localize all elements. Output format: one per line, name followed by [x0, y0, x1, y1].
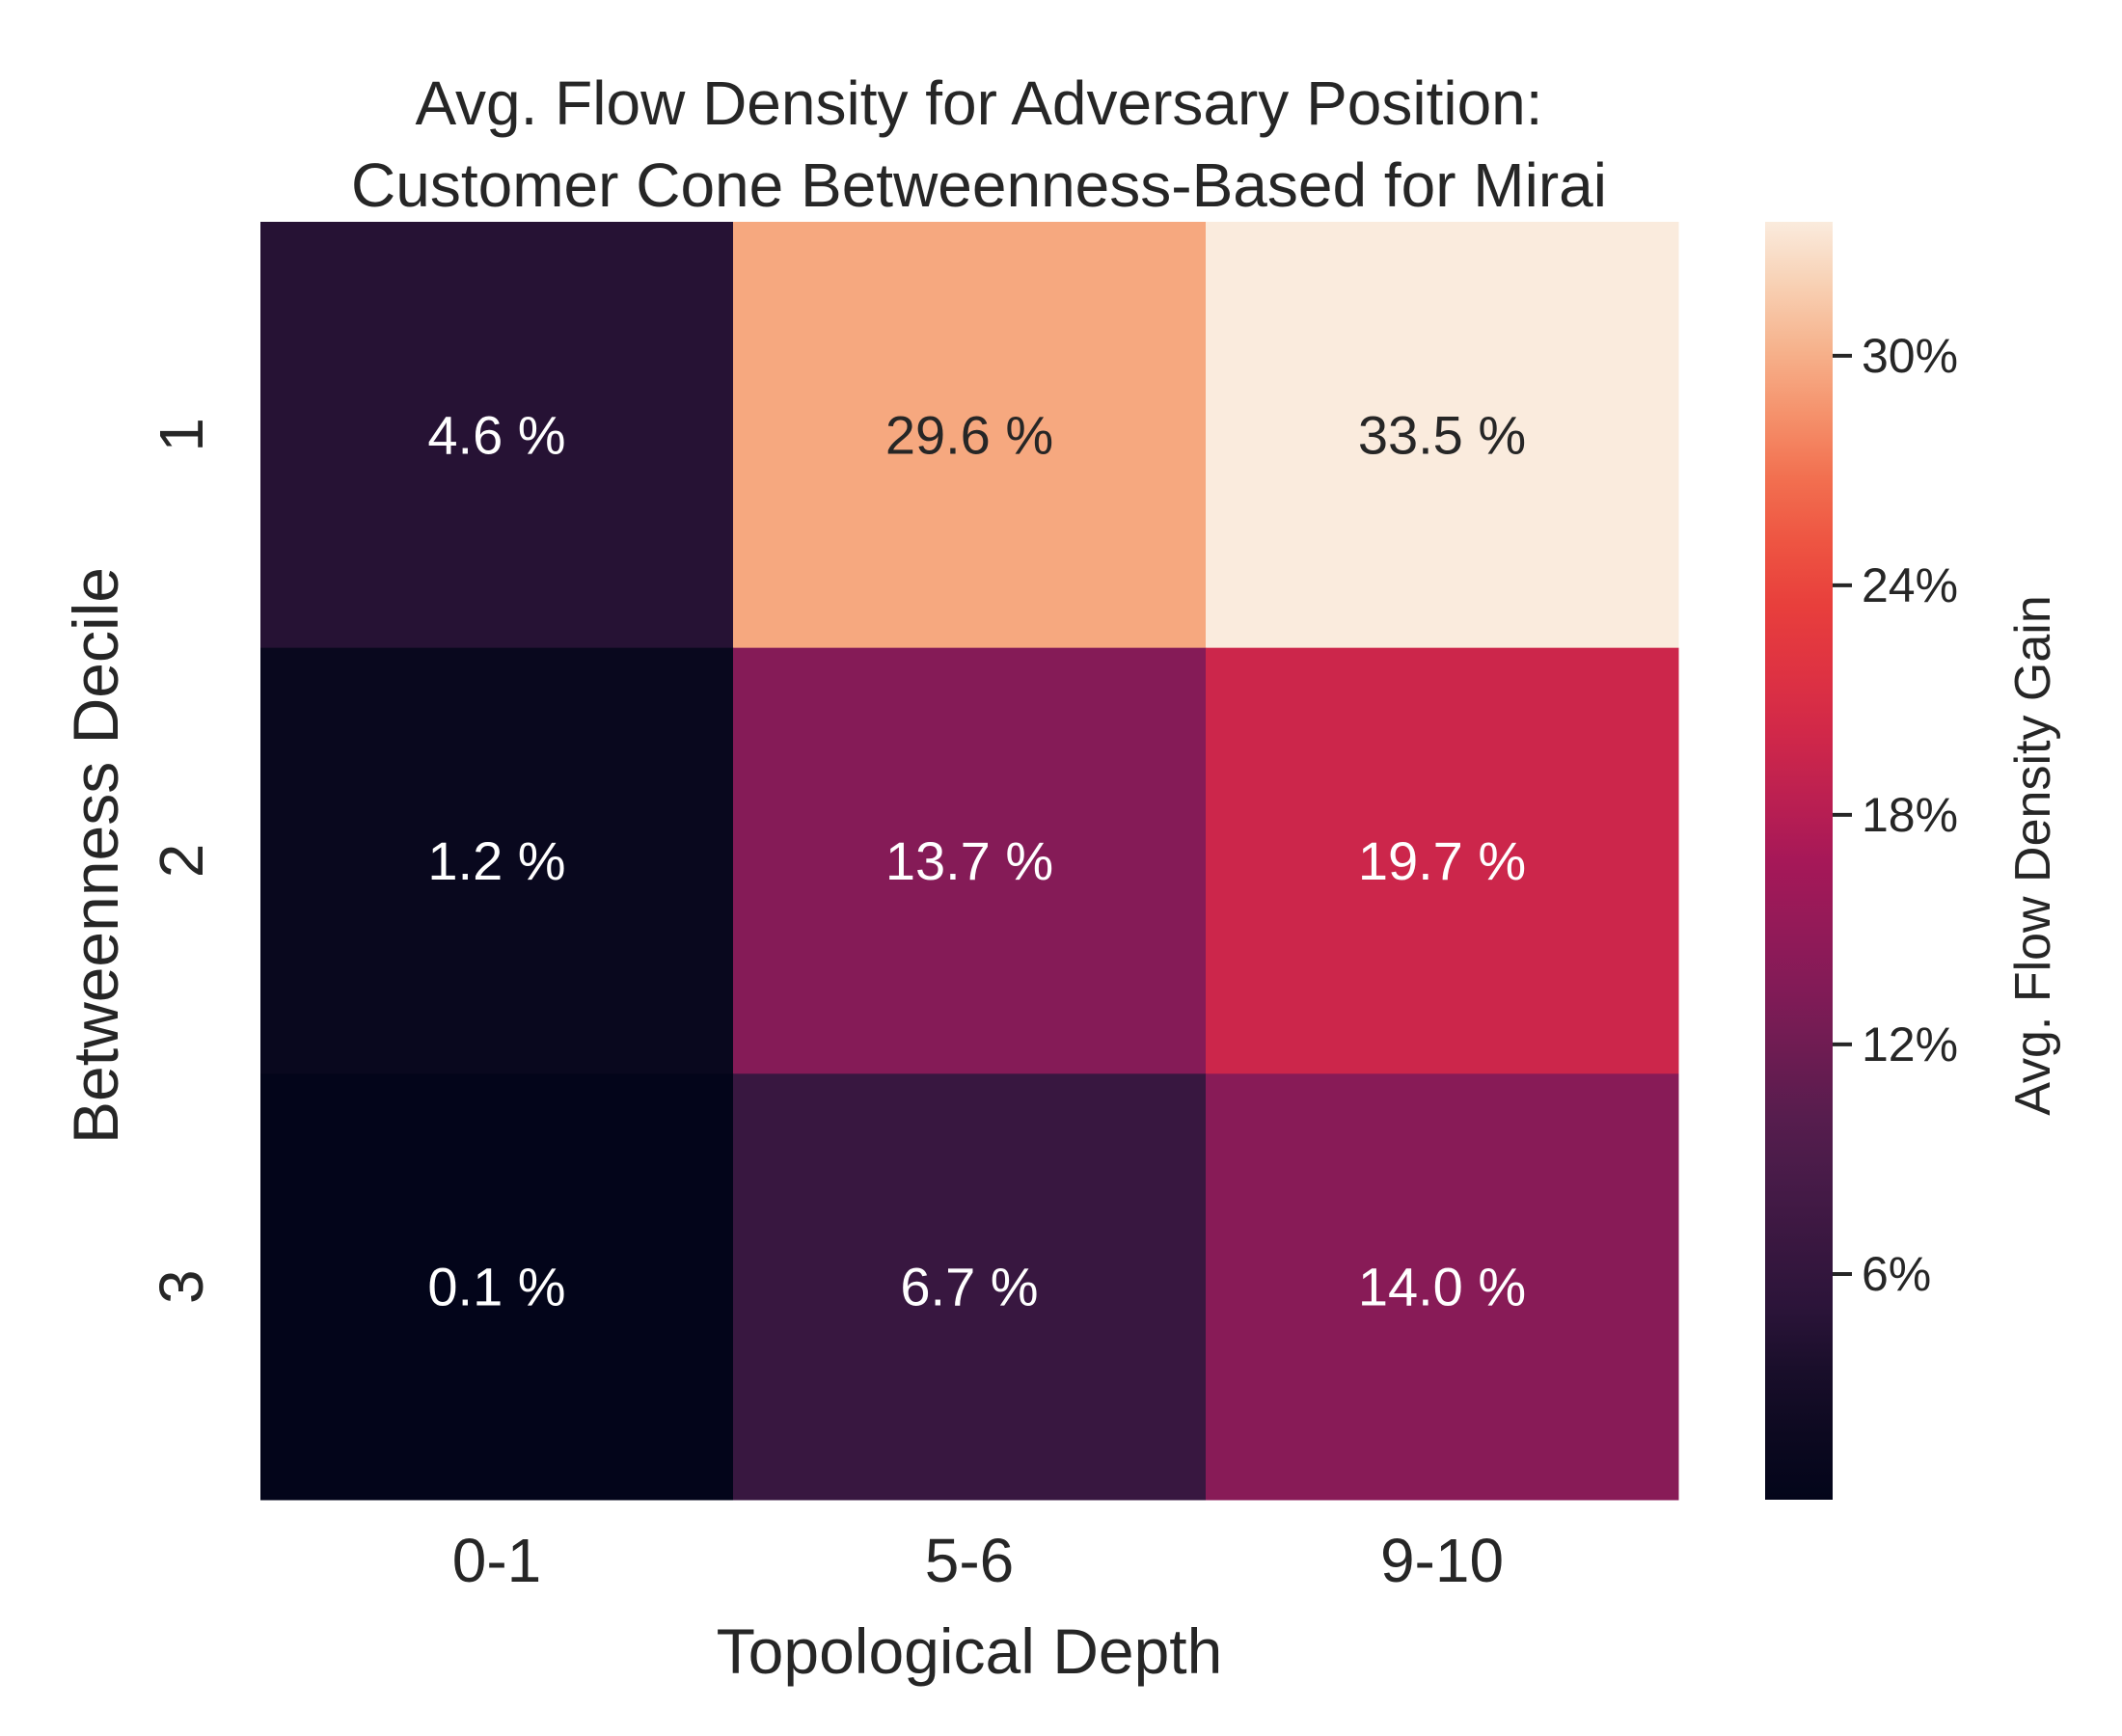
heatmap-cell-r2-c3 — [1206, 647, 1679, 1074]
x-tick-label-2: 5-6 — [925, 1526, 1015, 1595]
heatmap-cell-labels: 4.6 % 29.6 % 33.5 % 1.2 % 13.7 % 19.7 % 0.1 % 6… — [427, 404, 1526, 1316]
heatmap-cell-r1-c2 — [733, 222, 1207, 649]
y-tick-label-2: 2 — [147, 844, 216, 879]
cell-label-r2-c3: 19.7 % — [1358, 830, 1526, 891]
y-tick-label-1: 1 — [147, 418, 216, 452]
x-tick-label-3: 9-10 — [1380, 1526, 1504, 1595]
cell-label-r2-c2: 13.7 % — [885, 830, 1053, 891]
colorbar-tick-label-5: 30% — [1862, 329, 1958, 383]
heatmap-cell-r1-c3 — [1206, 222, 1679, 649]
colorbar-tick-label-4: 24% — [1862, 558, 1958, 612]
heatmap-cells — [260, 222, 1679, 1501]
colorbar-ticks: 6% 12% 18% 24% 30% — [1833, 329, 1958, 1301]
y-axis-label: Betweenness Decile — [60, 567, 131, 1144]
chart-title-line-2: Customer Cone Betweenness-Based for Mira… — [351, 150, 1607, 220]
x-tick-label-1: 0-1 — [452, 1526, 542, 1595]
heatmap-cell-r1-c1 — [260, 222, 734, 649]
cell-label-r3-c2: 6.7 % — [900, 1257, 1038, 1317]
cell-label-r1-c3: 33.5 % — [1358, 404, 1526, 465]
heatmap-cell-r3-c3 — [1206, 1073, 1679, 1501]
x-axis-label: Topological Depth — [717, 1615, 1223, 1687]
colorbar-tick-label-1: 6% — [1862, 1247, 1931, 1301]
heatmap-cell-r3-c2 — [733, 1073, 1207, 1501]
chart-title-line-1: Avg. Flow Density for Adversary Position… — [415, 68, 1543, 138]
heatmap-cell-r2-c1 — [260, 647, 734, 1074]
x-tick-labels: 0-1 5-6 9-10 — [452, 1526, 1504, 1595]
y-tick-labels: 1 2 3 — [147, 418, 216, 1304]
colorbar-label: Avg. Flow Density Gain — [2005, 595, 2061, 1115]
cell-label-r1-c2: 29.6 % — [885, 404, 1053, 465]
cell-label-r1-c1: 4.6 % — [427, 404, 565, 465]
colorbar-tick-label-3: 18% — [1862, 788, 1958, 842]
colorbar-tick-label-2: 12% — [1862, 1017, 1958, 1071]
heatmap-cell-r2-c2 — [733, 647, 1207, 1074]
cell-label-r3-c3: 14.0 % — [1358, 1257, 1526, 1317]
y-tick-label-3: 3 — [147, 1269, 216, 1304]
cell-label-r2-c1: 1.2 % — [427, 830, 565, 891]
cell-label-r3-c1: 0.1 % — [427, 1257, 565, 1317]
heatmap-cell-r3-c1 — [260, 1073, 734, 1501]
colorbar — [1765, 222, 1833, 1500]
